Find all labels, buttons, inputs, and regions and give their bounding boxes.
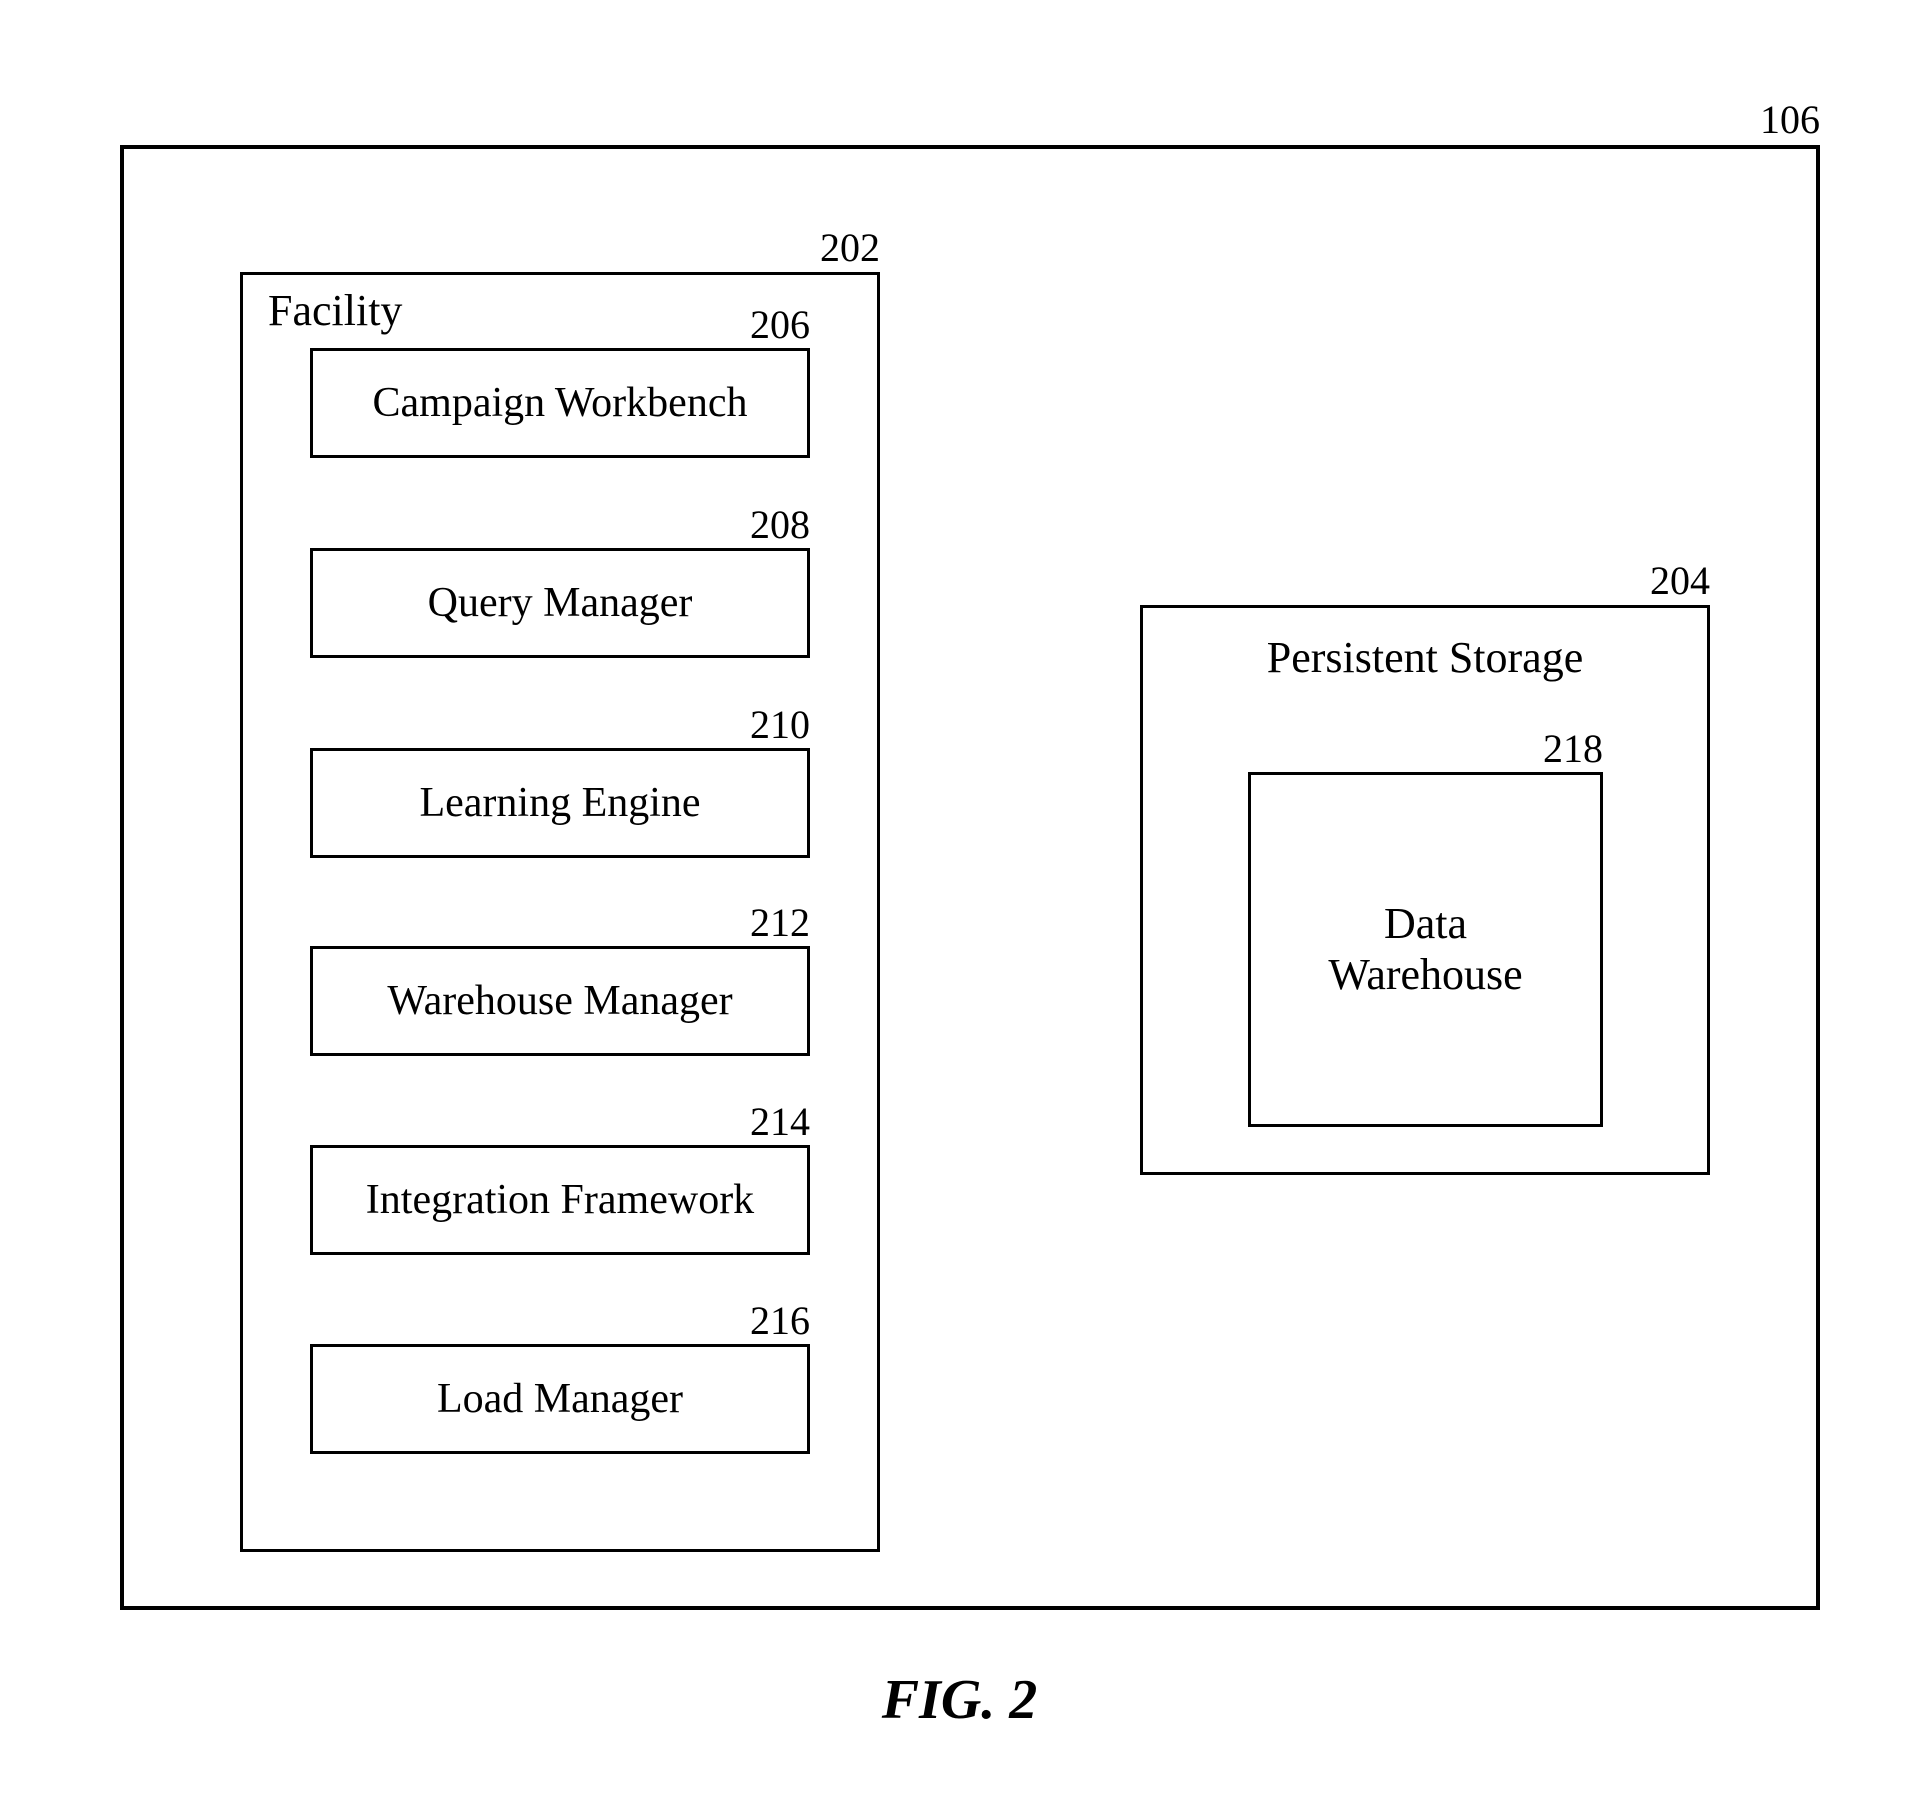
component-campaign-workbench: Campaign Workbench <box>310 348 810 458</box>
ref-206: 206 <box>710 301 810 348</box>
ref-204: 204 <box>1610 557 1710 604</box>
ref-106: 106 <box>1720 96 1820 143</box>
ref-216: 216 <box>710 1297 810 1344</box>
figure-caption: FIG. 2 <box>0 1668 1919 1732</box>
component-load-manager: Load Manager <box>310 1344 810 1454</box>
persistent-storage-title: Persistent Storage <box>1140 632 1710 683</box>
ref-208: 208 <box>710 501 810 548</box>
ref-218: 218 <box>1503 725 1603 772</box>
ref-212: 212 <box>710 899 810 946</box>
ref-210: 210 <box>710 701 810 748</box>
component-integration-framework: Integration Framework <box>310 1145 810 1255</box>
data-warehouse-box: Data Warehouse <box>1248 772 1603 1127</box>
component-query-manager: Query Manager <box>310 548 810 658</box>
ref-214: 214 <box>710 1098 810 1145</box>
diagram-canvas: 106 202 Facility 206 Campaign Workbench … <box>0 0 1919 1802</box>
facility-title: Facility <box>268 285 402 336</box>
component-warehouse-manager: Warehouse Manager <box>310 946 810 1056</box>
ref-202: 202 <box>780 224 880 271</box>
component-learning-engine: Learning Engine <box>310 748 810 858</box>
